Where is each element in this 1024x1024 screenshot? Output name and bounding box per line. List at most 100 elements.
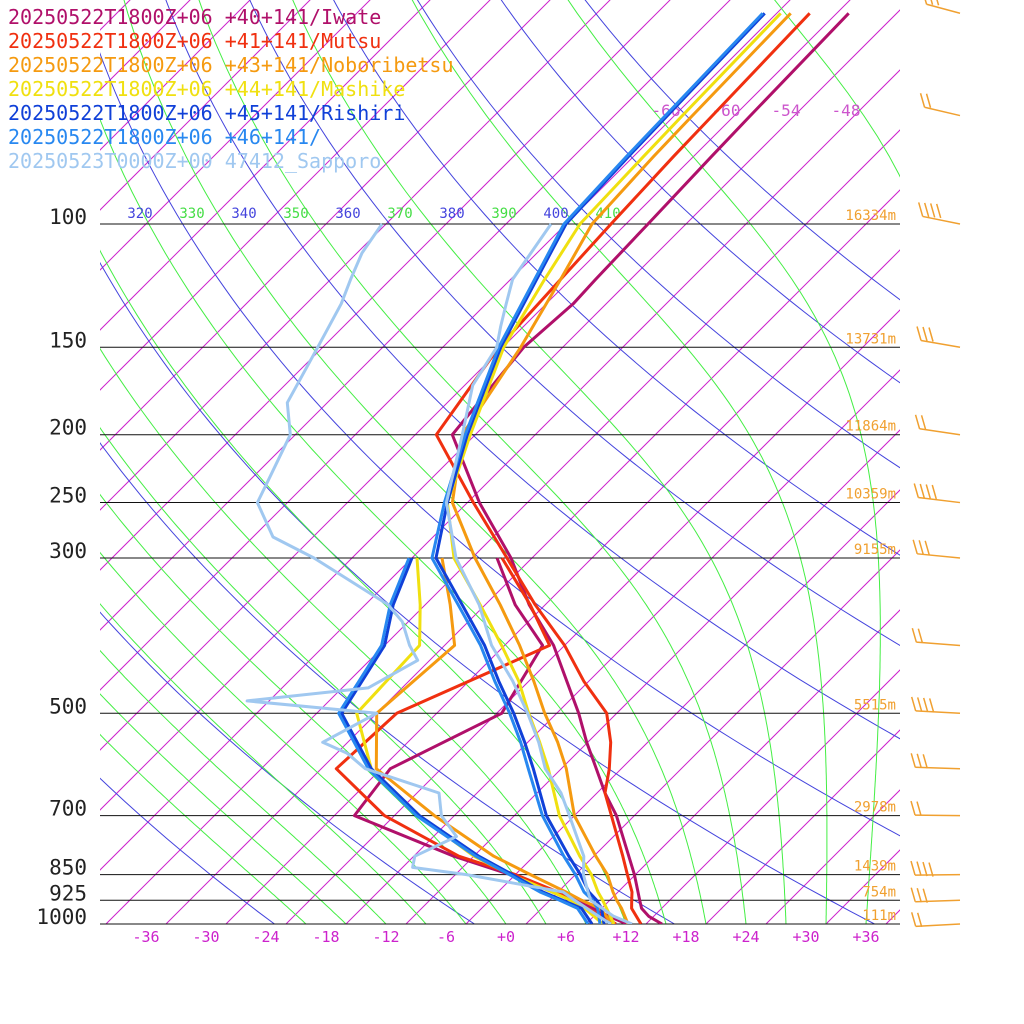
moist-adiabat-line bbox=[100, 649, 387, 924]
height-label: 9155m bbox=[854, 542, 896, 558]
temperature-tick-label: +6 bbox=[557, 928, 575, 946]
temperature-tick-label: -6 bbox=[437, 928, 455, 946]
isotherm-line bbox=[525, 549, 900, 924]
dry-adiabat-line bbox=[100, 611, 475, 924]
dry-adiabat-line bbox=[584, 0, 900, 301]
temperature-profile-line bbox=[430, 12, 764, 924]
legend: 20250522T1800Z+06 +40+141/Iwate20250522T… bbox=[8, 5, 454, 173]
height-label: 10359m bbox=[845, 487, 896, 503]
theta-label: 340 bbox=[231, 206, 256, 222]
height-label: 11864m bbox=[845, 419, 896, 435]
temperature-tick-label: -30 bbox=[192, 928, 219, 946]
height-label: 754m bbox=[862, 884, 896, 900]
legend-entry: 20250522T1800Z+06 +41+141/Mutsu bbox=[8, 29, 381, 53]
height-labels: 16334m 13731m 11864m 10359m 9155m 5515m 2978m 1… bbox=[845, 208, 896, 924]
isotherm-line bbox=[946, 0, 1024, 924]
isotherm-line bbox=[0, 0, 5, 924]
temperature-profile-line bbox=[434, 12, 766, 924]
legend-entry: 20250522T1800Z+06 +46+141/ bbox=[8, 125, 321, 149]
legend-entry: 20250522T1800Z+06 +43+141/Noboribetsu bbox=[8, 53, 454, 77]
isotherm-top-label: -54 bbox=[772, 101, 801, 120]
pressure-label: 850 bbox=[49, 856, 87, 880]
isotherm-line bbox=[100, 0, 431, 331]
temperature-tick-label: +30 bbox=[792, 928, 819, 946]
wind-barb bbox=[910, 753, 961, 770]
temperature-tick-label: +0 bbox=[497, 928, 515, 946]
temperature-tick-label: +18 bbox=[672, 928, 699, 946]
wind-barb bbox=[910, 887, 961, 903]
isotherm-line bbox=[885, 909, 900, 924]
dewpoint-profile-line bbox=[245, 223, 612, 924]
isotherm-line bbox=[100, 0, 251, 151]
isotherm-top-label: -60 bbox=[712, 101, 741, 120]
height-label: 5515m bbox=[854, 697, 896, 713]
temperature-tick-label: -18 bbox=[312, 928, 339, 946]
theta-label: 370 bbox=[387, 206, 412, 222]
wind-barb bbox=[913, 483, 961, 504]
isotherm-line bbox=[100, 0, 491, 391]
dry-adiabat-line bbox=[500, 0, 900, 384]
wind-barb bbox=[910, 696, 961, 715]
height-label: 1439m bbox=[854, 859, 896, 875]
wind-barb bbox=[910, 860, 961, 877]
moist-adiabat-line bbox=[100, 493, 507, 924]
isotherm-line bbox=[645, 669, 900, 924]
wind-barb bbox=[916, 326, 961, 349]
dewpoint-profile-line bbox=[374, 557, 615, 924]
pressure-label: 925 bbox=[49, 881, 87, 905]
isobars bbox=[100, 223, 900, 925]
theta-labels: 320 330 340 350 360 370 380 390 400 410 bbox=[127, 206, 620, 222]
pressure-label: 250 bbox=[49, 484, 87, 508]
isotherm-top-label: -48 bbox=[832, 101, 861, 120]
temperature-profile-line bbox=[450, 12, 792, 924]
temperature-profile-line bbox=[445, 12, 782, 924]
isotherm-line bbox=[465, 489, 900, 924]
temperature-profile-line bbox=[444, 223, 633, 924]
legend-entry: 20250522T1800Z+06 +44+141/Mashike bbox=[8, 77, 405, 101]
legend-entry: 20250522T1800Z+06 +45+141/Rishiri bbox=[8, 101, 405, 125]
theta-label: 400 bbox=[543, 206, 568, 222]
temperature-axis-labels: -36 -30 -24 -18 -12 -6 +0 +6 +12 +18 +24 +30 +36 bbox=[132, 928, 879, 946]
temperature-tick-label: -24 bbox=[252, 928, 279, 946]
temperature-tick-label: +12 bbox=[612, 928, 639, 946]
dewpoint-profile-line bbox=[337, 557, 590, 924]
dewpoint-profile-line bbox=[352, 557, 628, 924]
wind-barb bbox=[910, 912, 961, 928]
legend-entry: 20250522T1800Z+06 +40+141/Iwate bbox=[8, 5, 381, 29]
isotherm-line bbox=[1006, 0, 1024, 924]
isotherm-line bbox=[405, 429, 900, 924]
mixing-ratio-labels: -66 -60 -54 -48 bbox=[652, 101, 861, 120]
sounding-series bbox=[245, 12, 850, 924]
wind-barb bbox=[912, 539, 961, 559]
theta-label: 410 bbox=[595, 206, 620, 222]
moist-adiabat-line bbox=[100, 551, 467, 924]
temperature-tick-label: +36 bbox=[852, 928, 879, 946]
temperature-profile-line bbox=[450, 12, 850, 924]
theta-label: 380 bbox=[439, 206, 464, 222]
dry-adiabat-line bbox=[416, 0, 900, 469]
moist-adiabat-line bbox=[100, 693, 347, 924]
dry-adiabat-line bbox=[249, 0, 900, 646]
theta-label: 360 bbox=[335, 206, 360, 222]
isotherm-line bbox=[705, 729, 900, 924]
temperature-tick-label: -36 bbox=[132, 928, 159, 946]
isotherm-line bbox=[100, 0, 371, 271]
wind-barb bbox=[910, 800, 961, 817]
pressure-label: 100 bbox=[49, 205, 87, 229]
theta-label: 350 bbox=[283, 206, 308, 222]
legend-entry: 20250523T0000Z+00 47412_Sapporo bbox=[8, 149, 381, 173]
wind-barb bbox=[911, 627, 961, 647]
wind-barb bbox=[917, 202, 961, 225]
isotherm-line bbox=[825, 849, 900, 924]
moist-adiabat-line bbox=[774, 0, 900, 178]
pressure-label: 200 bbox=[49, 416, 87, 440]
temperature-profile-line bbox=[434, 12, 811, 924]
pressure-label: 300 bbox=[49, 539, 87, 563]
height-label: 111m bbox=[862, 908, 896, 924]
moist-adiabat-line bbox=[100, 733, 307, 924]
wind-barbs bbox=[910, 0, 961, 928]
height-label: 16334m bbox=[845, 208, 896, 224]
temperature-tick-label: +24 bbox=[732, 928, 759, 946]
